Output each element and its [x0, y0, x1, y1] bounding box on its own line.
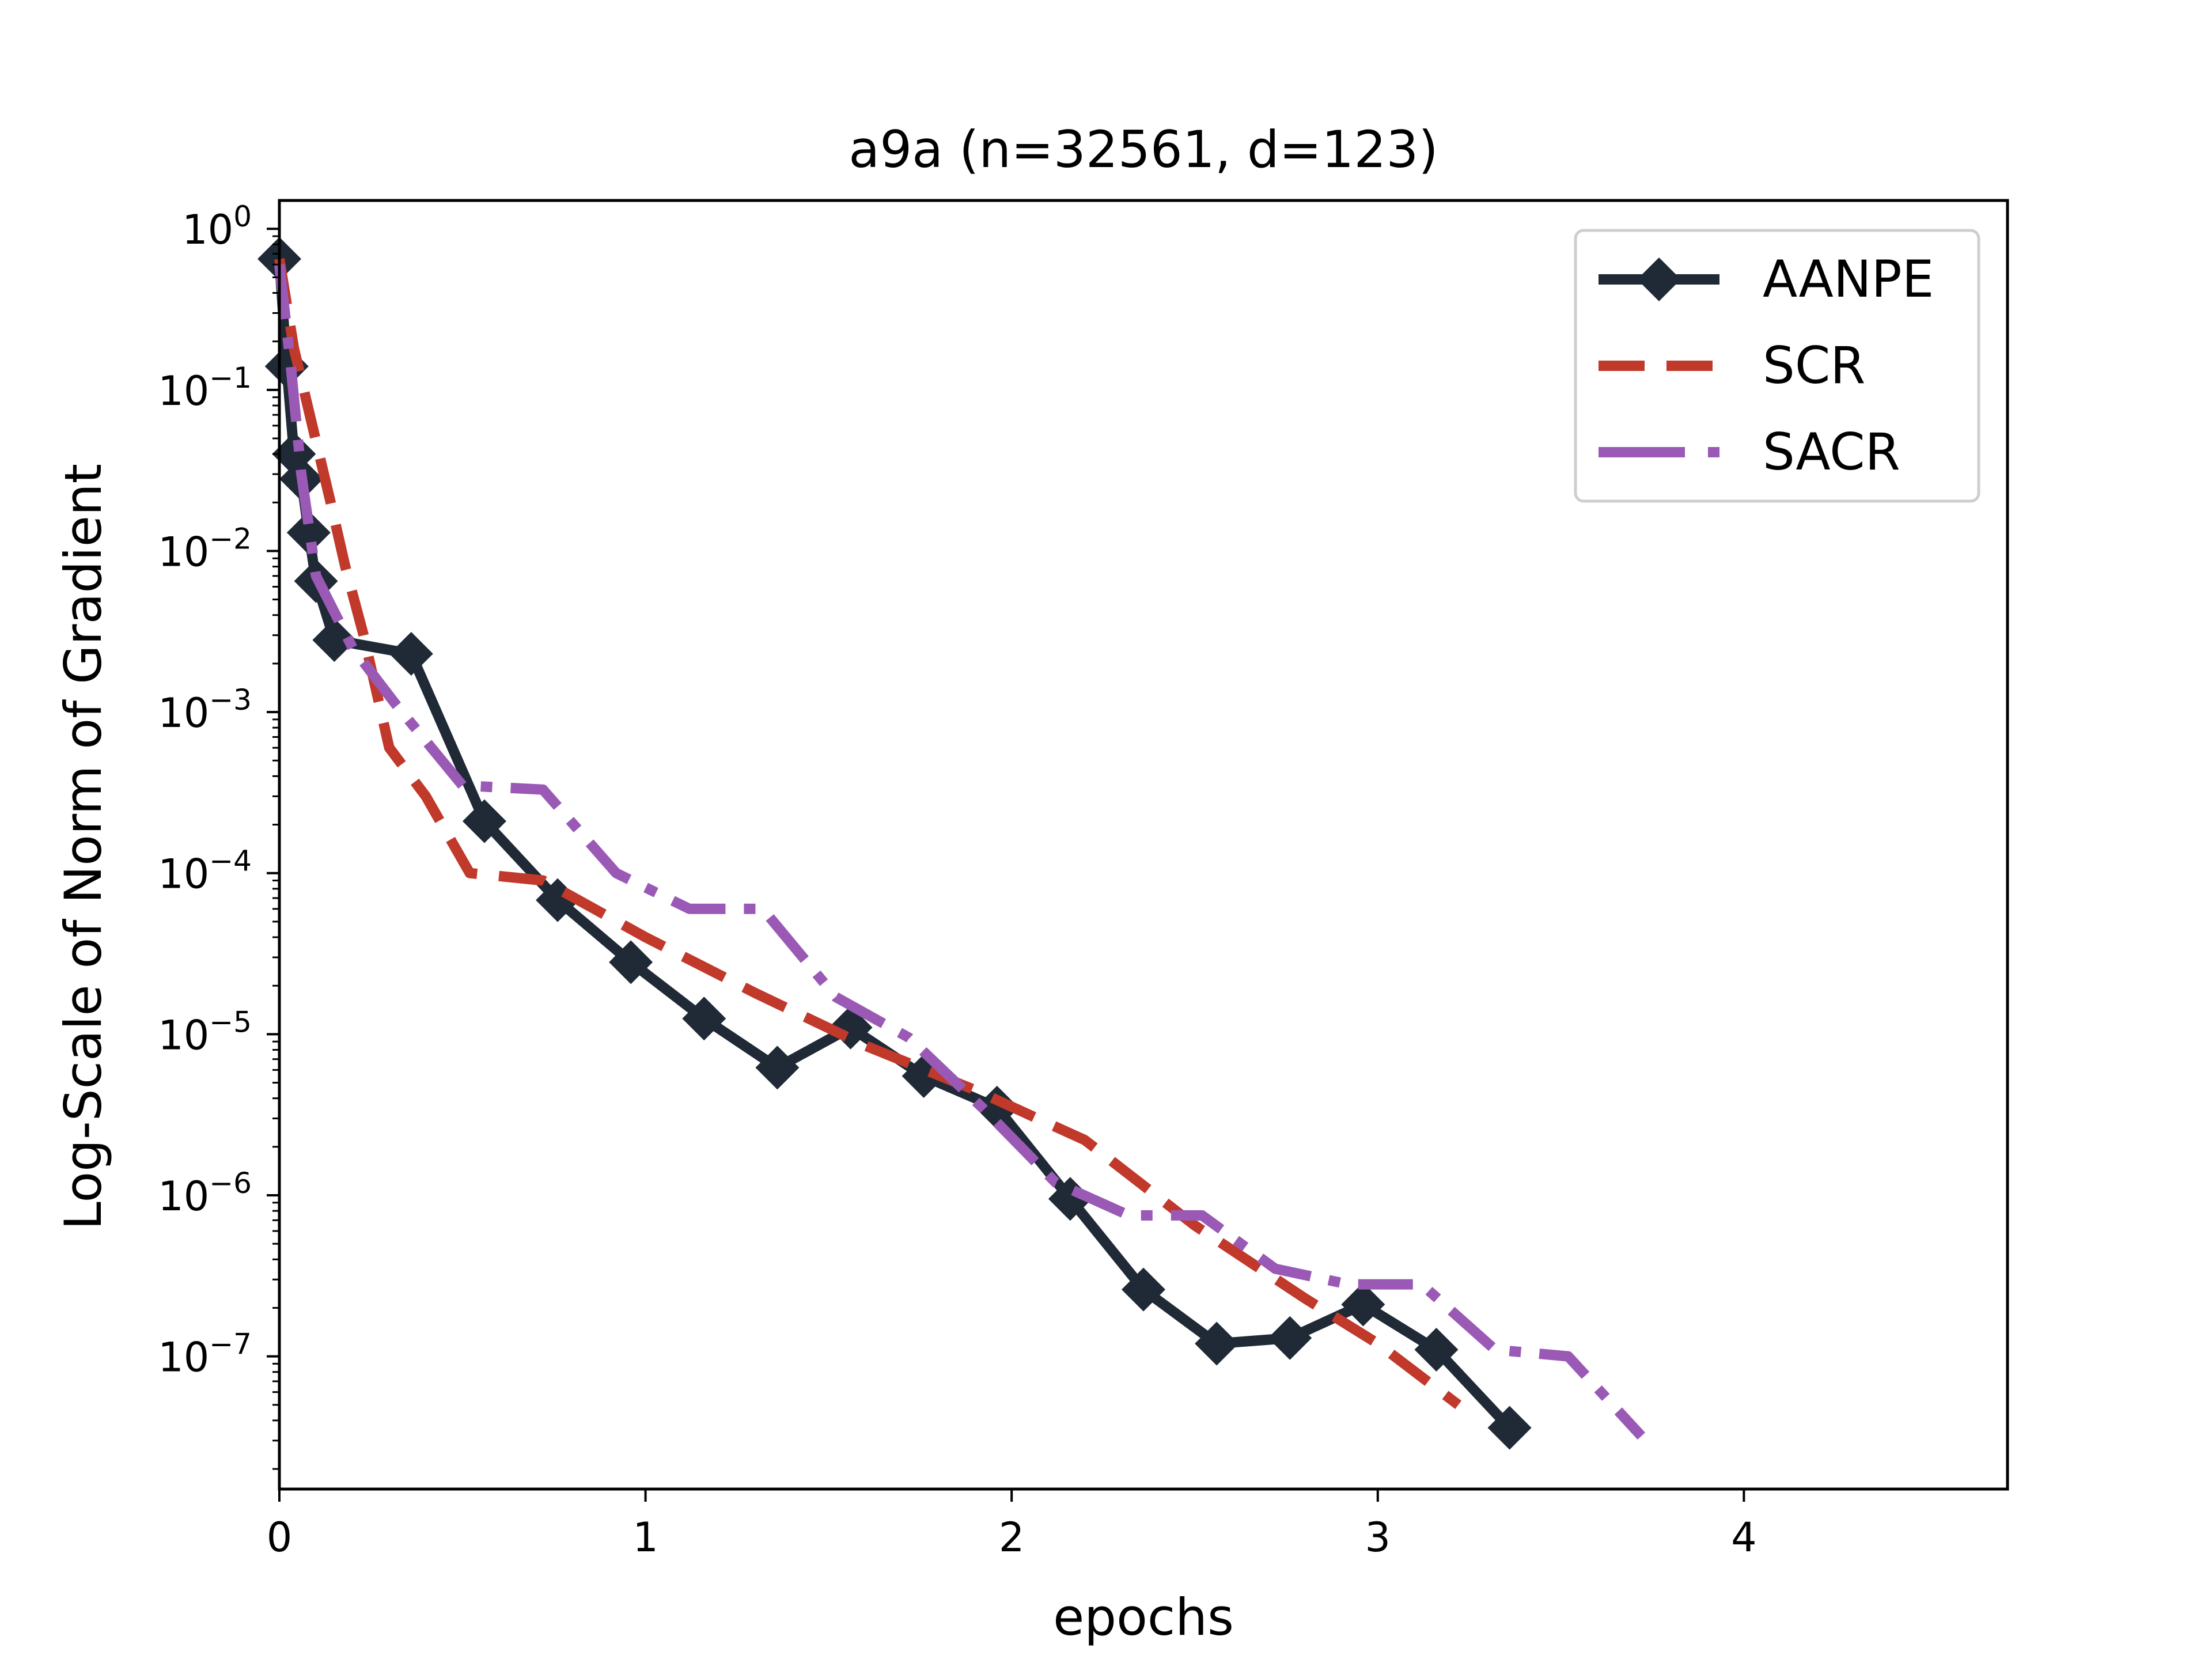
- data-point-aanpe: [389, 631, 433, 676]
- y-tick-base: 10: [158, 1334, 209, 1381]
- data-point-aanpe: [1195, 1321, 1239, 1366]
- data-point-aanpe: [1487, 1406, 1532, 1450]
- data-point-aanpe: [286, 510, 331, 555]
- y-tick-base: 10: [158, 1173, 209, 1220]
- y-tick-base: 10: [158, 528, 209, 575]
- y-tick-base: 10: [158, 851, 209, 898]
- y-tick-label: 10−7: [158, 1328, 252, 1381]
- data-point-aanpe: [1268, 1316, 1312, 1360]
- y-tick-exponent: −7: [209, 1328, 252, 1361]
- data-point-aanpe: [1341, 1282, 1385, 1327]
- legend-label-scr: SCR: [1763, 336, 1865, 395]
- y-tick-base: 10: [158, 1012, 209, 1059]
- data-point-aanpe: [462, 799, 506, 843]
- data-point-aanpe: [975, 1085, 1019, 1130]
- y-tick-label: 10−5: [158, 1005, 252, 1059]
- data-point-aanpe: [1122, 1267, 1165, 1312]
- legend-box: [1574, 229, 1980, 503]
- data-point-aanpe: [312, 618, 357, 662]
- legend-label-sacr: SACR: [1763, 422, 1900, 482]
- data-point-aanpe: [609, 940, 653, 984]
- plot-area: [257, 199, 2009, 1491]
- x-tick-label: 0: [267, 1514, 293, 1561]
- y-tick-exponent: −4: [209, 844, 252, 878]
- x-axis-label: epochs: [1053, 1588, 1234, 1647]
- y-tick-label: 10−4: [158, 844, 252, 898]
- x-tick-label: 3: [1365, 1514, 1391, 1561]
- legend-entries: AANPE SCR SACR: [1599, 249, 1934, 482]
- y-tick-base: 10: [158, 690, 209, 737]
- x-axis: 0 1 2 3 4: [267, 1489, 1757, 1561]
- legend-marker-aanpe: [1637, 257, 1681, 301]
- y-tick-exponent: −3: [209, 683, 252, 717]
- y-tick-exponent: −5: [209, 1005, 252, 1039]
- data-point-aanpe: [1414, 1328, 1459, 1372]
- y-tick-base: 10: [182, 206, 233, 253]
- y-tick-label: 10−3: [158, 683, 252, 737]
- data-point-aanpe: [682, 997, 726, 1041]
- y-tick-label: 10−6: [158, 1166, 252, 1220]
- x-tick-label: 2: [999, 1514, 1025, 1561]
- y-tick-exponent: −1: [209, 361, 252, 395]
- data-point-aanpe: [1048, 1177, 1092, 1221]
- y-tick-exponent: 0: [233, 200, 252, 233]
- y-tick-label: 10−2: [158, 522, 252, 575]
- series-line-scr: [274, 258, 1462, 1409]
- y-tick-exponent: −2: [209, 522, 252, 555]
- x-tick-label: 4: [1731, 1514, 1757, 1561]
- y-tick-exponent: −6: [209, 1166, 252, 1200]
- y-tick-label: 100: [182, 200, 252, 253]
- chart-title: a9a (n=32561, d=123): [849, 120, 1438, 179]
- series-layer: [257, 237, 1646, 1450]
- y-tick-base: 10: [158, 368, 209, 415]
- y-axis-label: Log-Scale of Norm of Gradient: [54, 464, 113, 1230]
- data-point-aanpe: [755, 1046, 800, 1090]
- x-tick-label: 1: [632, 1514, 658, 1561]
- legend: AANPE SCR SACR: [1574, 229, 1980, 503]
- axes-frame: [278, 199, 2009, 1491]
- y-tick-label: 10−1: [158, 361, 252, 415]
- series-line-sacr: [274, 264, 1646, 1440]
- legend-label-aanpe: AANPE: [1763, 249, 1934, 309]
